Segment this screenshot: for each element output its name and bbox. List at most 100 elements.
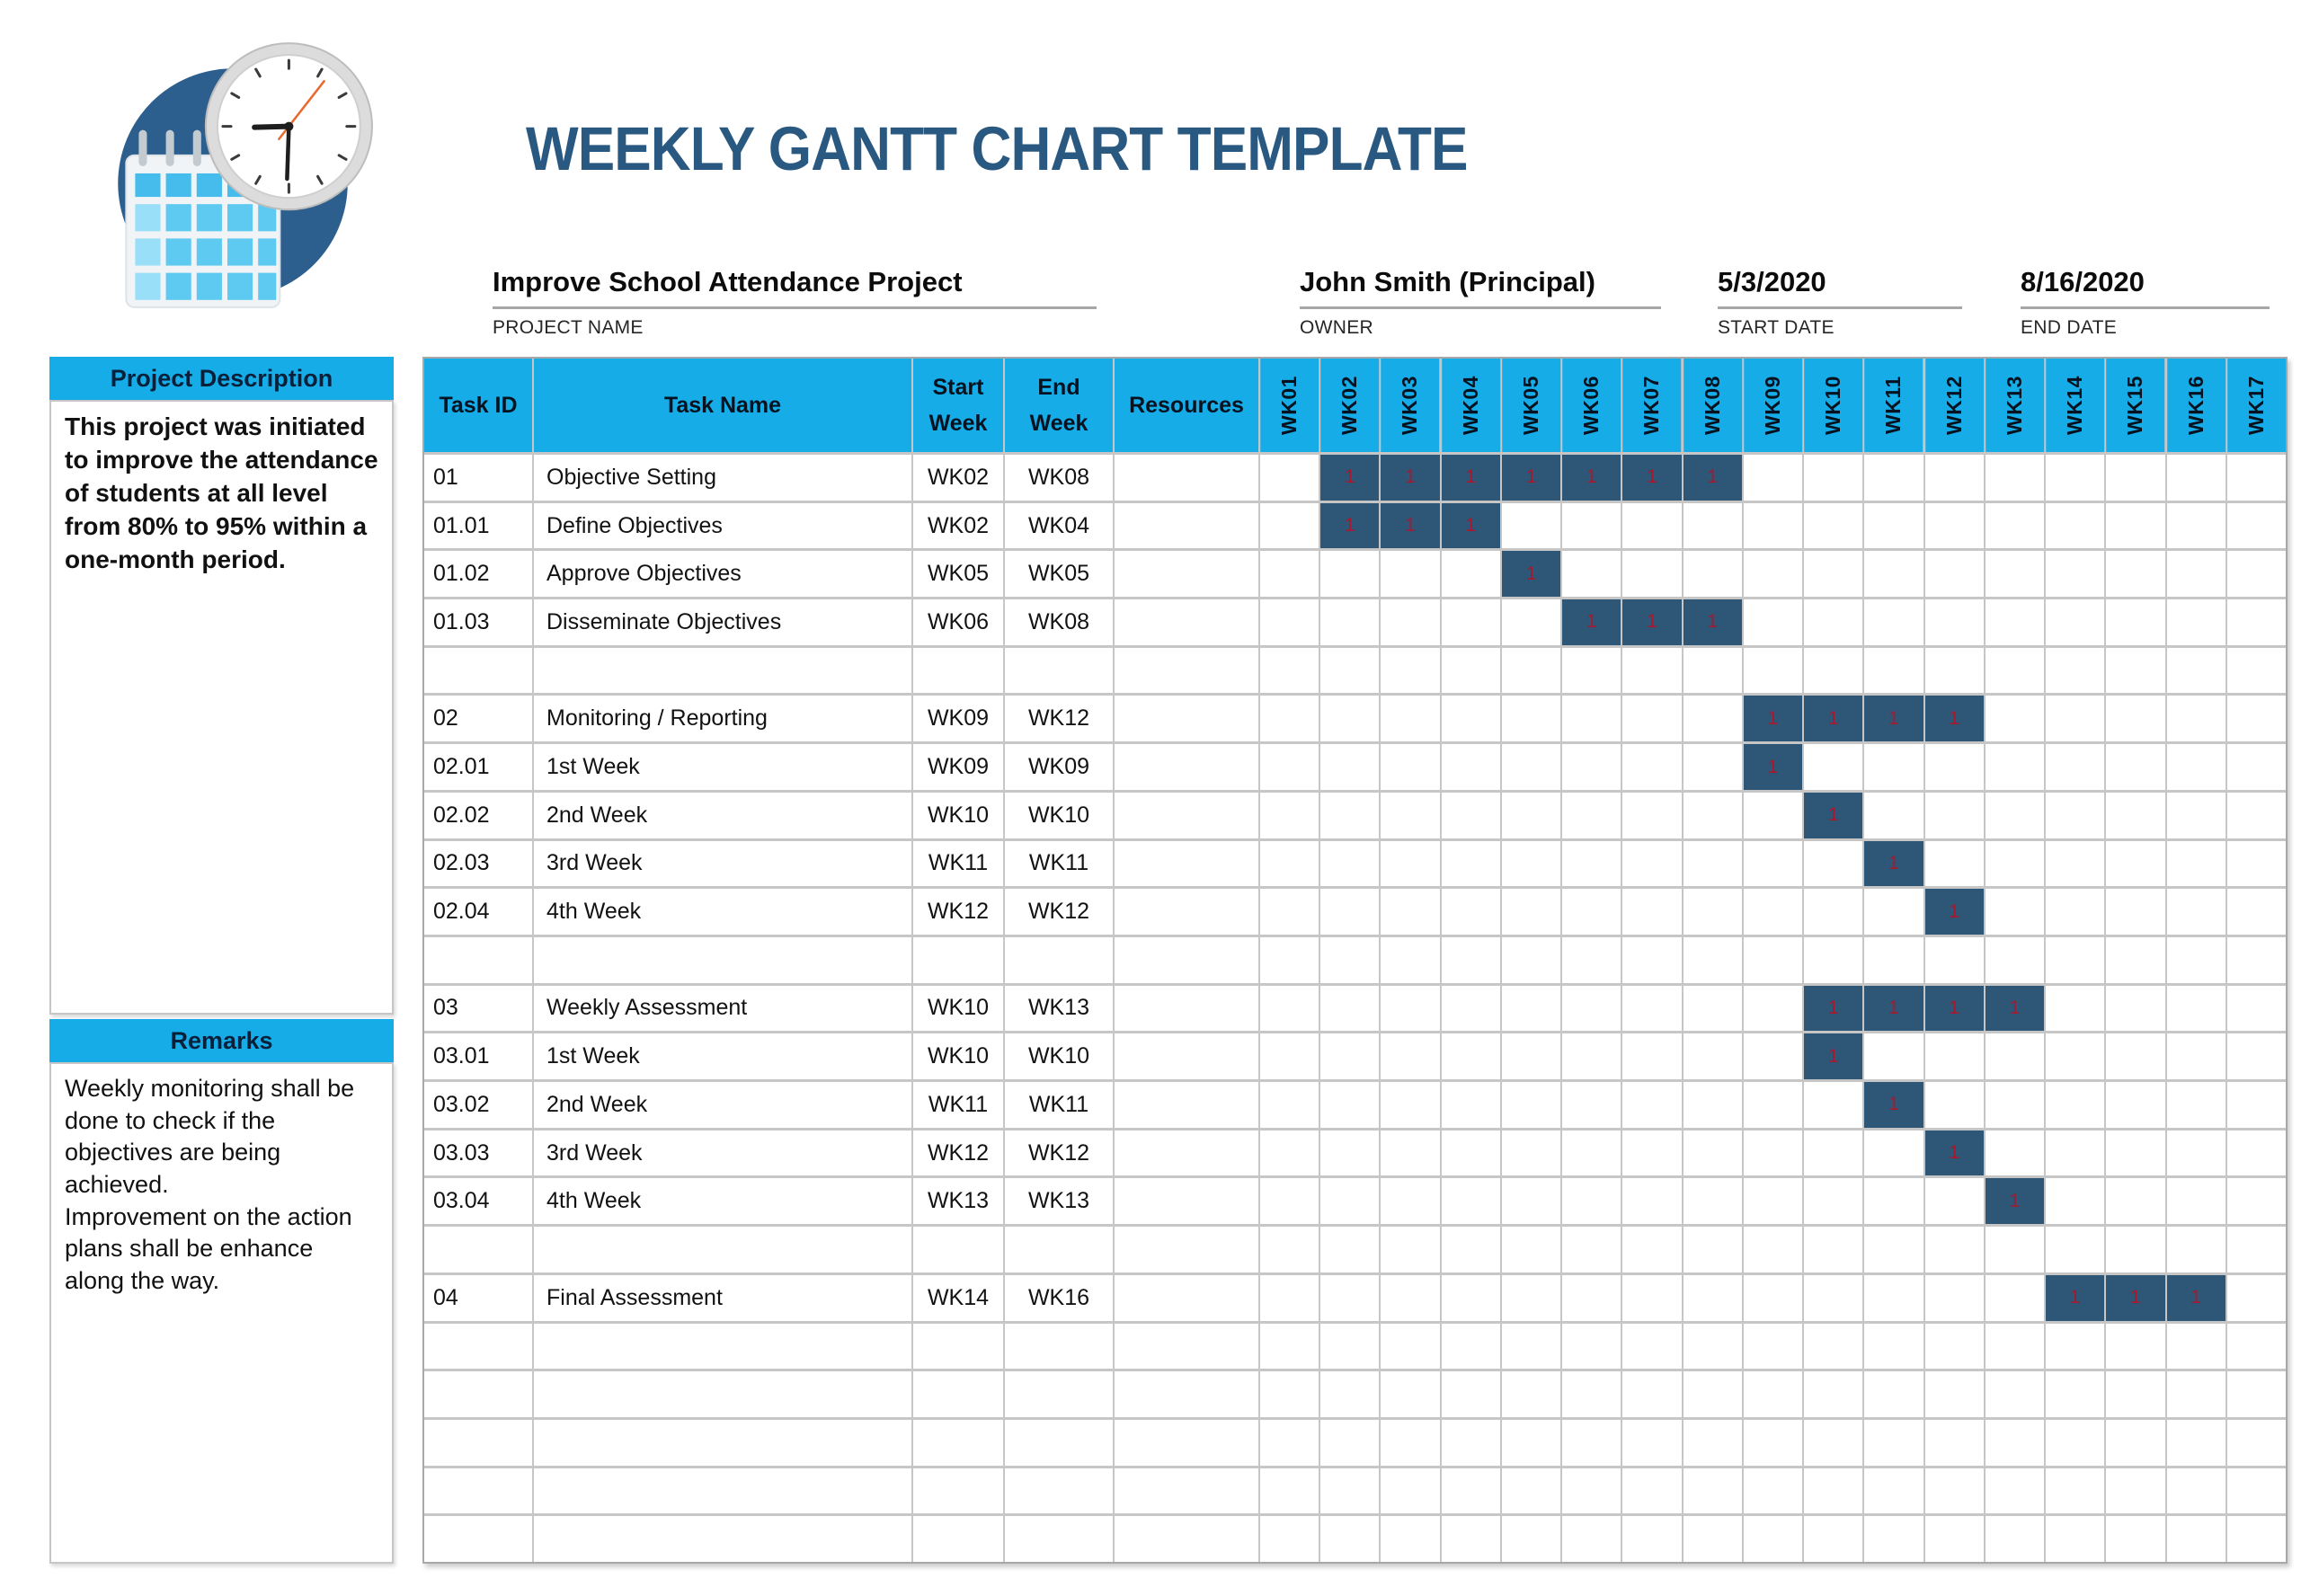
gantt-bar-cell-wk05[interactable]: 1 bbox=[1501, 455, 1561, 501]
gantt-cell-wk13[interactable] bbox=[1985, 889, 2045, 935]
gantt-cell-wk02[interactable] bbox=[1320, 1130, 1380, 1176]
gantt-cell-wk16[interactable] bbox=[2166, 696, 2225, 742]
gantt-cell-wk07[interactable] bbox=[1622, 1082, 1682, 1128]
start-week-cell[interactable]: WK13 bbox=[913, 1178, 1003, 1225]
task-id-cell[interactable]: 03.03 bbox=[424, 1130, 532, 1176]
gantt-bar-cell-wk11[interactable]: 1 bbox=[1864, 840, 1923, 887]
gantt-cell-wk01[interactable] bbox=[1260, 1130, 1319, 1176]
gantt-cell-wk06[interactable] bbox=[1562, 1178, 1621, 1225]
gantt-cell-wk14[interactable] bbox=[2046, 985, 2105, 1032]
resources-cell[interactable] bbox=[1115, 936, 1258, 983]
task-id-cell[interactable]: 02 bbox=[424, 696, 532, 742]
gantt-bar-cell-wk10[interactable]: 1 bbox=[1804, 696, 1863, 742]
gantt-cell-wk08[interactable] bbox=[1683, 744, 1742, 790]
task-name-cell[interactable]: Disseminate Objectives bbox=[534, 599, 911, 645]
gantt-cell-wk16[interactable] bbox=[2166, 889, 2225, 935]
resources-cell[interactable] bbox=[1115, 744, 1258, 790]
gantt-cell-wk17[interactable] bbox=[2226, 599, 2286, 645]
gantt-cell-wk04[interactable] bbox=[1441, 889, 1500, 935]
gantt-cell-wk02[interactable] bbox=[1320, 1082, 1380, 1128]
gantt-cell-wk08[interactable] bbox=[1683, 1419, 1742, 1466]
gantt-cell-wk01[interactable] bbox=[1260, 696, 1319, 742]
gantt-cell-wk06[interactable] bbox=[1562, 840, 1621, 887]
gantt-cell-wk07[interactable] bbox=[1622, 647, 1682, 694]
resources-cell[interactable] bbox=[1115, 1130, 1258, 1176]
task-name-cell[interactable] bbox=[534, 1323, 911, 1370]
gantt-cell-wk10[interactable] bbox=[1804, 502, 1863, 549]
gantt-cell-wk06[interactable] bbox=[1562, 647, 1621, 694]
gantt-cell-wk17[interactable] bbox=[2226, 551, 2286, 598]
resources-cell[interactable] bbox=[1115, 599, 1258, 645]
gantt-cell-wk11[interactable] bbox=[1864, 551, 1923, 598]
start-week-cell[interactable]: WK10 bbox=[913, 1033, 1003, 1080]
gantt-cell-wk02[interactable] bbox=[1320, 551, 1380, 598]
end-week-cell[interactable]: WK12 bbox=[1005, 1130, 1113, 1176]
task-name-cell[interactable]: Approve Objectives bbox=[534, 551, 911, 598]
gantt-bar-cell-wk03[interactable]: 1 bbox=[1381, 455, 1440, 501]
gantt-bar-cell-wk11[interactable]: 1 bbox=[1864, 985, 1923, 1032]
start-week-cell[interactable] bbox=[913, 1227, 1003, 1272]
gantt-cell-wk11[interactable] bbox=[1864, 647, 1923, 694]
gantt-cell-wk11[interactable] bbox=[1864, 1130, 1923, 1176]
gantt-cell-wk14[interactable] bbox=[2046, 696, 2105, 742]
start-week-cell[interactable]: WK02 bbox=[913, 502, 1003, 549]
gantt-cell-wk09[interactable] bbox=[1743, 1371, 1803, 1417]
start-week-cell[interactable]: WK05 bbox=[913, 551, 1003, 598]
gantt-cell-wk17[interactable] bbox=[2226, 792, 2286, 838]
task-id-cell[interactable]: 01.01 bbox=[424, 502, 532, 549]
gantt-cell-wk12[interactable] bbox=[1924, 792, 1984, 838]
gantt-cell-wk14[interactable] bbox=[2046, 1227, 2105, 1272]
task-id-cell[interactable] bbox=[424, 1419, 532, 1466]
gantt-bar-cell-wk11[interactable]: 1 bbox=[1864, 1082, 1923, 1128]
gantt-cell-wk02[interactable] bbox=[1320, 1467, 1380, 1514]
gantt-cell-wk17[interactable] bbox=[2226, 744, 2286, 790]
resources-cell[interactable] bbox=[1115, 1371, 1258, 1417]
gantt-cell-wk04[interactable] bbox=[1441, 1178, 1500, 1225]
gantt-cell-wk17[interactable] bbox=[2226, 1371, 2286, 1417]
resources-cell[interactable] bbox=[1115, 1467, 1258, 1514]
gantt-cell-wk10[interactable] bbox=[1804, 1419, 1863, 1466]
gantt-cell-wk15[interactable] bbox=[2106, 1371, 2165, 1417]
gantt-cell-wk11[interactable] bbox=[1864, 1227, 1923, 1272]
gantt-cell-wk10[interactable] bbox=[1804, 1516, 1863, 1562]
gantt-cell-wk06[interactable] bbox=[1562, 792, 1621, 838]
task-id-cell[interactable]: 04 bbox=[424, 1274, 532, 1321]
gantt-cell-wk10[interactable] bbox=[1804, 1082, 1863, 1128]
gantt-cell-wk01[interactable] bbox=[1260, 1274, 1319, 1321]
gantt-cell-wk12[interactable] bbox=[1924, 1082, 1984, 1128]
gantt-cell-wk06[interactable] bbox=[1562, 985, 1621, 1032]
resources-cell[interactable] bbox=[1115, 647, 1258, 694]
gantt-cell-wk05[interactable] bbox=[1501, 936, 1561, 983]
gantt-cell-wk01[interactable] bbox=[1260, 551, 1319, 598]
gantt-cell-wk07[interactable] bbox=[1622, 1467, 1682, 1514]
gantt-cell-wk09[interactable] bbox=[1743, 1227, 1803, 1272]
task-name-cell[interactable]: Objective Setting bbox=[534, 455, 911, 501]
gantt-bar-cell-wk09[interactable]: 1 bbox=[1743, 744, 1803, 790]
gantt-cell-wk11[interactable] bbox=[1864, 1371, 1923, 1417]
task-id-cell[interactable] bbox=[424, 1323, 532, 1370]
start-week-cell[interactable]: WK11 bbox=[913, 840, 1003, 887]
task-name-cell[interactable] bbox=[534, 647, 911, 694]
gantt-cell-wk04[interactable] bbox=[1441, 551, 1500, 598]
gantt-cell-wk14[interactable] bbox=[2046, 1419, 2105, 1466]
gantt-cell-wk04[interactable] bbox=[1441, 985, 1500, 1032]
gantt-cell-wk03[interactable] bbox=[1381, 647, 1440, 694]
gantt-cell-wk09[interactable] bbox=[1743, 647, 1803, 694]
end-week-cell[interactable]: WK08 bbox=[1005, 599, 1113, 645]
gantt-cell-wk08[interactable] bbox=[1683, 551, 1742, 598]
gantt-cell-wk13[interactable] bbox=[1985, 599, 2045, 645]
start-week-cell[interactable]: WK12 bbox=[913, 1130, 1003, 1176]
gantt-cell-wk08[interactable] bbox=[1683, 792, 1742, 838]
gantt-cell-wk12[interactable] bbox=[1924, 599, 1984, 645]
gantt-cell-wk15[interactable] bbox=[2106, 744, 2165, 790]
gantt-cell-wk08[interactable] bbox=[1683, 889, 1742, 935]
gantt-cell-wk14[interactable] bbox=[2046, 1033, 2105, 1080]
gantt-cell-wk03[interactable] bbox=[1381, 1178, 1440, 1225]
gantt-cell-wk13[interactable] bbox=[1985, 840, 2045, 887]
end-week-cell[interactable] bbox=[1005, 647, 1113, 694]
gantt-cell-wk04[interactable] bbox=[1441, 1467, 1500, 1514]
resources-cell[interactable] bbox=[1115, 840, 1258, 887]
gantt-bar-cell-wk08[interactable]: 1 bbox=[1683, 599, 1742, 645]
gantt-cell-wk17[interactable] bbox=[2226, 936, 2286, 983]
gantt-cell-wk12[interactable] bbox=[1924, 1274, 1984, 1321]
